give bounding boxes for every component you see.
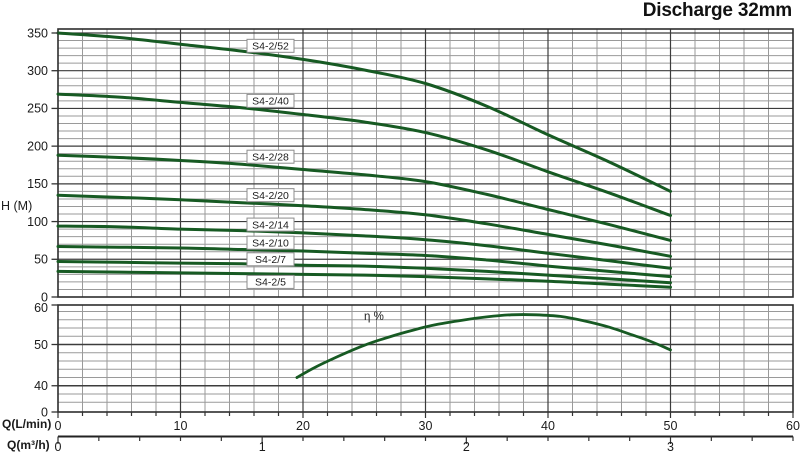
axis-tick-label: 0 xyxy=(41,290,48,304)
m3h-axis: 0 1 2 3 xyxy=(55,435,794,452)
pump-curves xyxy=(56,31,672,289)
curve-label-box xyxy=(246,188,295,203)
curve-labels: S4-2/52 S4-2/40 S4-2/28 S4-2/20 S4-2/14 S4-2/… xyxy=(246,38,295,289)
grid-major xyxy=(58,29,793,412)
curve-label-box xyxy=(246,93,295,108)
axis-tick-label: S4-2/20 xyxy=(252,190,289,202)
chart-title: Discharge 32mm xyxy=(642,0,792,21)
pump-curve-S4-2/7 xyxy=(56,260,672,285)
efficiency-label: η % xyxy=(364,311,384,323)
pump-curve-S4-2/10 xyxy=(56,245,672,279)
axis-tick-label: 20 xyxy=(296,419,310,433)
axis-tick-label: 350 xyxy=(27,26,48,40)
pump-curve-S4-2/5 xyxy=(56,269,672,289)
curve-label-box xyxy=(246,274,295,289)
axis-tick-label: 50 xyxy=(664,419,678,433)
axis-tick-label: 200 xyxy=(27,139,48,153)
axis-tick-label: 30 xyxy=(419,419,433,433)
curve-label-box xyxy=(246,252,295,267)
axis-tick-label: 0 xyxy=(41,405,48,419)
axis-tick-label: S4-2/52 xyxy=(252,41,289,53)
axis-tick-label: 150 xyxy=(27,177,48,191)
pump-curve-S4-2/20 xyxy=(56,193,672,258)
curve-label-box xyxy=(246,217,295,232)
axis-tick-label: S4-2/14 xyxy=(252,219,289,231)
efficiency-curve-group xyxy=(295,313,672,379)
axis-tick-label: 40 xyxy=(541,419,555,433)
axis-tick-label: S4-2/10 xyxy=(252,237,289,249)
axis-tick-label: 60 xyxy=(786,419,800,433)
efficiency-axis-ticks: 60 50 40 0 xyxy=(34,301,58,419)
axis-tick-label: S4-2/7 xyxy=(255,254,286,266)
axis-tick-label: 40 xyxy=(34,379,48,393)
head-axis-ticks: 0 50 100 150 200 250 300 350 xyxy=(27,26,58,304)
axis-tick-label: 250 xyxy=(27,102,48,116)
axis-tick-label: 50 xyxy=(34,253,48,267)
pump-curve-S4-2/40 xyxy=(56,92,672,217)
flow-axis-label-m3h: Q(m³/h) xyxy=(7,438,50,452)
head-axis-label: H (M) xyxy=(1,199,33,213)
axis-tick-label: 100 xyxy=(27,215,48,229)
axis-tick-label: 0 xyxy=(55,440,62,452)
axis-tick-label: 60 xyxy=(34,301,48,315)
axis-tick-label: S4-2/28 xyxy=(252,152,289,164)
axis-tick-label: 1 xyxy=(259,440,266,452)
pump-curve-S4-2/14 xyxy=(56,224,672,270)
flow-axis-label-lmin: Q(L/min) xyxy=(2,417,52,431)
axis-tick-label: 300 xyxy=(27,64,48,78)
axis-tick-label: 50 xyxy=(34,338,48,352)
efficiency-curve xyxy=(295,313,672,379)
axis-tick-label: 10 xyxy=(174,419,188,433)
axis-tick-label: S4-2/5 xyxy=(255,277,286,289)
curve-label-box xyxy=(246,235,295,250)
pump-curve-S4-2/28 xyxy=(56,153,672,242)
pump-curve-S4-2/52 xyxy=(56,31,672,193)
curve-label-box xyxy=(246,149,295,164)
axis-tick-label: 0 xyxy=(55,419,62,433)
axis-tick-label: 2 xyxy=(463,440,470,452)
axis-tick-label: 3 xyxy=(667,440,674,452)
lmin-axis-ticks: 0 10 20 30 40 50 60 xyxy=(55,412,800,433)
head-panel-border xyxy=(57,28,794,298)
curve-label-box xyxy=(246,38,295,53)
axis-tick-label: S4-2/40 xyxy=(252,96,289,108)
